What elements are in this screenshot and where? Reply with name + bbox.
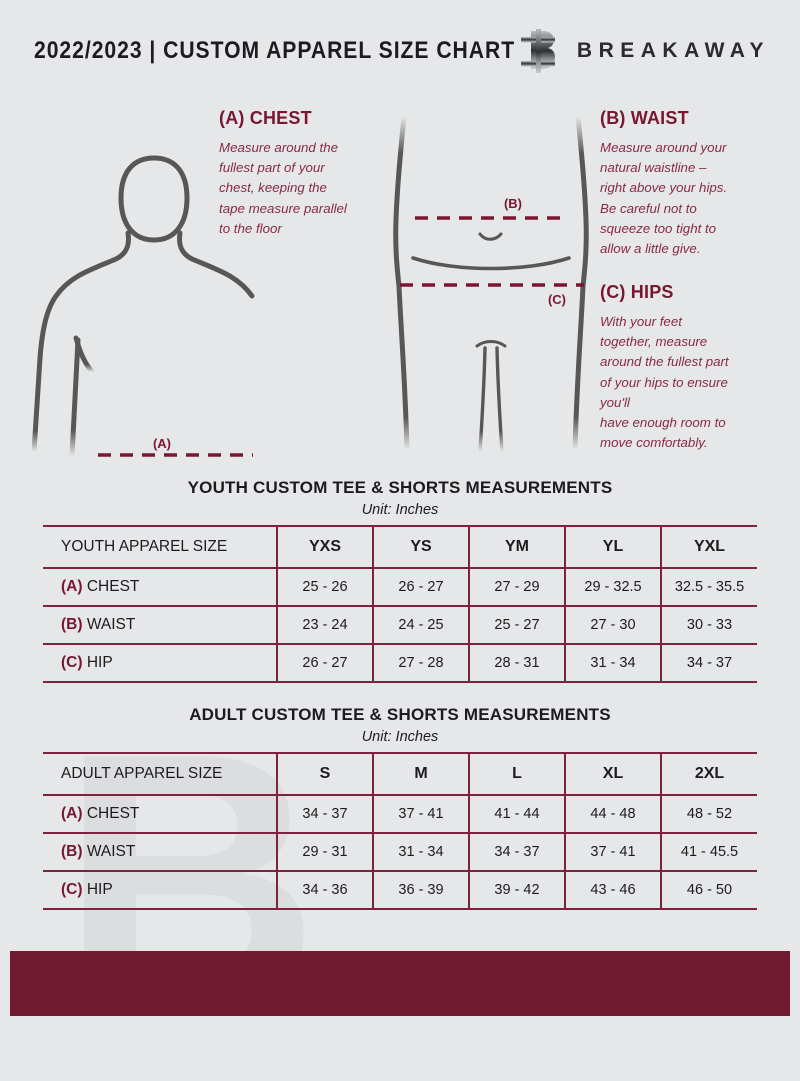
measurement-row-label: (B) WAIST bbox=[43, 605, 278, 645]
measurement-cell: 24 - 25 bbox=[373, 605, 470, 645]
measurement-row-label: (B) WAIST bbox=[43, 832, 278, 872]
table-row: (A) CHEST 34 - 37 37 - 41 41 - 44 44 - 48 48 … bbox=[43, 794, 757, 834]
breakaway-b-logo-icon bbox=[520, 29, 555, 73]
table-row: (C) HIP 34 - 36 36 - 39 39 - 42 43 - 46 46 - … bbox=[43, 870, 757, 910]
measurement-row-label: (C) HIP bbox=[43, 643, 278, 683]
measurement-cell: 27 - 28 bbox=[373, 643, 470, 683]
table-row: (A) CHEST 25 - 26 26 - 27 27 - 29 29 - 32.5 3… bbox=[43, 567, 757, 607]
footer-bar bbox=[10, 951, 790, 1016]
measurement-tag: (C) bbox=[61, 654, 83, 671]
instruction-waist-title: (B) WAIST bbox=[600, 108, 689, 128]
measurement-cell: 34 - 36 bbox=[277, 870, 374, 910]
measurement-tag: (B) bbox=[61, 616, 83, 633]
measurement-cell: 25 - 26 bbox=[277, 567, 374, 607]
measurement-cell: 29 - 32.5 bbox=[565, 567, 662, 607]
table-row: (C) HIP 26 - 27 27 - 28 28 - 31 31 - 34 34 - … bbox=[43, 643, 757, 683]
measurement-row-label: (A) CHEST bbox=[43, 794, 278, 834]
brand-name: BREAKAWAY bbox=[576, 39, 770, 62]
adult-section-title: ADULT CUSTOM TEE & SHORTS MEASUREMENTS bbox=[189, 705, 611, 724]
table-header-row: ADULT APPAREL SIZE S M L XL 2XL bbox=[43, 752, 757, 796]
instruction-chest-body: Measure around the fullest part of your … bbox=[219, 140, 347, 236]
adult-size-table: ADULT APPAREL SIZE S M L XL 2XL (A) CHEST 34 - … bbox=[43, 752, 757, 910]
measurement-cell: 37 - 41 bbox=[565, 832, 662, 872]
chest-measure-label: (A) bbox=[153, 436, 171, 451]
measurement-cell: 32.5 - 35.5 bbox=[661, 567, 757, 607]
size-column-header: YL bbox=[565, 525, 662, 569]
measurement-row-label: (C) HIP bbox=[43, 870, 278, 910]
measurement-cell: 25 - 27 bbox=[469, 605, 566, 645]
measurement-cell: 26 - 27 bbox=[277, 643, 374, 683]
hip-measure-label: (C) bbox=[548, 292, 566, 307]
measurement-cell: 48 - 52 bbox=[661, 794, 757, 834]
measurement-cell: 43 - 46 bbox=[565, 870, 662, 910]
table-row: (B) WAIST 23 - 24 24 - 25 25 - 27 27 - 30 30 … bbox=[43, 605, 757, 645]
size-label-header: YOUTH APPAREL SIZE bbox=[43, 525, 278, 569]
measurement-cell: 26 - 27 bbox=[373, 567, 470, 607]
size-label-header: ADULT APPAREL SIZE bbox=[43, 752, 278, 796]
page-header: 2022/2023 | CUSTOM APPAREL SIZE CHART BR… bbox=[0, 29, 800, 80]
instruction-hips: (C) HIPS With your feet together, measur… bbox=[600, 282, 780, 453]
measurement-cell: 31 - 34 bbox=[373, 832, 470, 872]
measurement-cell: 34 - 37 bbox=[661, 643, 757, 683]
size-column-header: XL bbox=[565, 752, 662, 796]
instruction-hips-title: (C) HIPS bbox=[600, 282, 674, 302]
size-column-header: L bbox=[469, 752, 566, 796]
size-column-header: M bbox=[373, 752, 470, 796]
measurement-cell: 36 - 39 bbox=[373, 870, 470, 910]
measurement-row-label: (A) CHEST bbox=[43, 567, 278, 607]
measurement-tag: (A) bbox=[61, 578, 83, 595]
measurement-cell: 27 - 29 bbox=[469, 567, 566, 607]
instruction-chest-title: (A) CHEST bbox=[219, 108, 312, 128]
measurement-cell: 28 - 31 bbox=[469, 643, 566, 683]
youth-section-unit: Unit: Inches bbox=[361, 502, 439, 518]
measurement-tag: (C) bbox=[61, 881, 83, 898]
instruction-waist: (B) WAIST Measure around your natural wa… bbox=[600, 108, 780, 259]
measurement-cell: 44 - 48 bbox=[565, 794, 662, 834]
measurement-cell: 27 - 30 bbox=[565, 605, 662, 645]
measurement-cell: 41 - 44 bbox=[469, 794, 566, 834]
measurement-cell: 39 - 42 bbox=[469, 870, 566, 910]
waist-measure-label: (B) bbox=[504, 196, 522, 211]
measurement-cell: 29 - 31 bbox=[277, 832, 374, 872]
table-row: (B) WAIST 29 - 31 31 - 34 34 - 37 37 - 41 41 … bbox=[43, 832, 757, 872]
table-header-row: YOUTH APPAREL SIZE YXS YS YM YL YXL bbox=[43, 525, 757, 569]
measurement-cell: 41 - 45.5 bbox=[661, 832, 757, 872]
adult-section-unit: Unit: Inches bbox=[361, 729, 439, 745]
instruction-hips-body: With your feet together, measure around … bbox=[600, 314, 729, 451]
youth-section: YOUTH CUSTOM TEE & SHORTS MEASUREMENTS U… bbox=[43, 478, 757, 683]
measurement-cell: 30 - 33 bbox=[661, 605, 757, 645]
size-column-header: YS bbox=[373, 525, 470, 569]
brand-lockup: BREAKAWAY bbox=[517, 26, 770, 76]
measurement-cell: 46 - 50 bbox=[661, 870, 757, 910]
measurement-cell: 34 - 37 bbox=[469, 832, 566, 872]
page-title: 2022/2023 | CUSTOM APPAREL SIZE CHART bbox=[34, 37, 516, 64]
instruction-waist-body: Measure around your natural waistline – … bbox=[600, 140, 728, 257]
instruction-chest: (A) CHEST Measure around the fullest par… bbox=[219, 108, 394, 239]
size-column-header: YM bbox=[469, 525, 566, 569]
measurement-cell: 23 - 24 bbox=[277, 605, 374, 645]
youth-size-table: YOUTH APPAREL SIZE YXS YS YM YL YXL (A) CHEST 2… bbox=[43, 525, 757, 683]
measurement-tag: (A) bbox=[61, 805, 83, 822]
measurement-tag: (B) bbox=[61, 843, 83, 860]
lower-body-figure: (B) (C) bbox=[393, 113, 589, 454]
measurement-cell: 31 - 34 bbox=[565, 643, 662, 683]
upper-body-figure: (A) bbox=[31, 155, 255, 459]
size-column-header: 2XL bbox=[661, 752, 757, 796]
youth-section-title: YOUTH CUSTOM TEE & SHORTS MEASUREMENTS bbox=[187, 478, 613, 497]
measurement-cell: 37 - 41 bbox=[373, 794, 470, 834]
adult-section: ADULT CUSTOM TEE & SHORTS MEASUREMENTS U… bbox=[43, 705, 757, 910]
size-column-header: YXL bbox=[661, 525, 757, 569]
size-column-header: S bbox=[277, 752, 374, 796]
size-column-header: YXS bbox=[277, 525, 374, 569]
measurement-cell: 34 - 37 bbox=[277, 794, 374, 834]
